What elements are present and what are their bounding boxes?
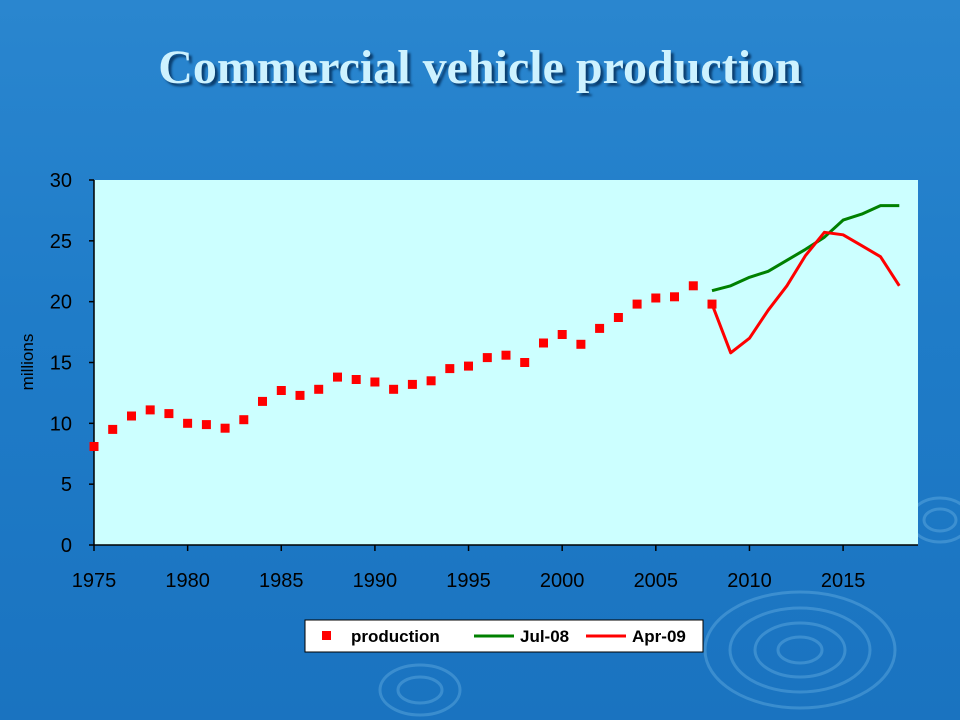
legend-jul08-label: Jul-08	[520, 627, 569, 646]
x-tick-label: 1980	[165, 570, 210, 592]
x-tick-label: 1990	[353, 570, 398, 592]
x-tick-label: 1985	[259, 570, 304, 592]
data-point-production	[108, 424, 118, 434]
data-point-production	[164, 409, 174, 419]
legend-apr09-label: Apr-09	[632, 627, 686, 646]
y-tick-label: 0	[61, 535, 72, 557]
x-tick-label: 2000	[540, 570, 585, 592]
legend: production Jul-08 Apr-09	[304, 619, 704, 653]
y-tick-label: 20	[50, 292, 72, 314]
y-tick-label: 15	[50, 353, 72, 375]
page-title: Commercial vehicle production	[158, 41, 802, 94]
data-point-production	[557, 330, 567, 339]
y-tick-label: 25	[50, 231, 72, 253]
data-point-production	[127, 411, 136, 421]
data-point-production	[258, 396, 267, 406]
data-point-production	[276, 386, 286, 395]
data-point-production	[201, 420, 211, 430]
y-tick-label: 5	[61, 474, 72, 496]
data-point-production	[651, 293, 661, 303]
data-point-production	[464, 361, 473, 371]
data-point-production	[314, 384, 324, 394]
x-tick-label: 2015	[821, 570, 866, 592]
data-point-production	[389, 384, 399, 394]
data-point-production	[670, 292, 679, 302]
data-point-production	[520, 358, 530, 367]
data-point-production	[407, 379, 417, 389]
y-tick-label: 10	[50, 413, 72, 435]
x-tick-label: 2005	[634, 570, 679, 592]
y-axis-label: millions	[18, 334, 37, 391]
series-line-apr09	[710, 230, 901, 355]
data-point-production	[501, 350, 511, 360]
data-point-production	[688, 281, 698, 291]
legend-production-label: production	[351, 627, 440, 646]
x-tick-label: 1995	[446, 570, 491, 592]
data-point-production	[539, 338, 548, 348]
x-tick-label: 1975	[72, 570, 117, 592]
legend-production-marker	[322, 631, 331, 640]
x-tick-label: 2010	[727, 570, 772, 592]
data-point-production	[239, 415, 249, 425]
data-point-production	[145, 405, 155, 415]
data-point-production	[613, 313, 623, 322]
data-point-production	[183, 418, 193, 428]
data-point-production	[89, 442, 99, 451]
series-line-jul08	[711, 204, 900, 293]
data-point-production	[595, 323, 605, 333]
data-point-production	[632, 299, 642, 309]
data-point-production	[351, 375, 361, 384]
y-tick-label: 30	[50, 170, 72, 192]
data-point-production	[576, 339, 586, 349]
plot-area	[94, 180, 918, 545]
data-point-production	[220, 423, 230, 433]
data-point-production	[370, 377, 380, 387]
data-point-production	[482, 353, 492, 363]
data-point-production	[445, 364, 455, 374]
data-point-production	[333, 372, 342, 382]
data-point-production	[295, 390, 305, 400]
data-point-production	[426, 376, 436, 386]
